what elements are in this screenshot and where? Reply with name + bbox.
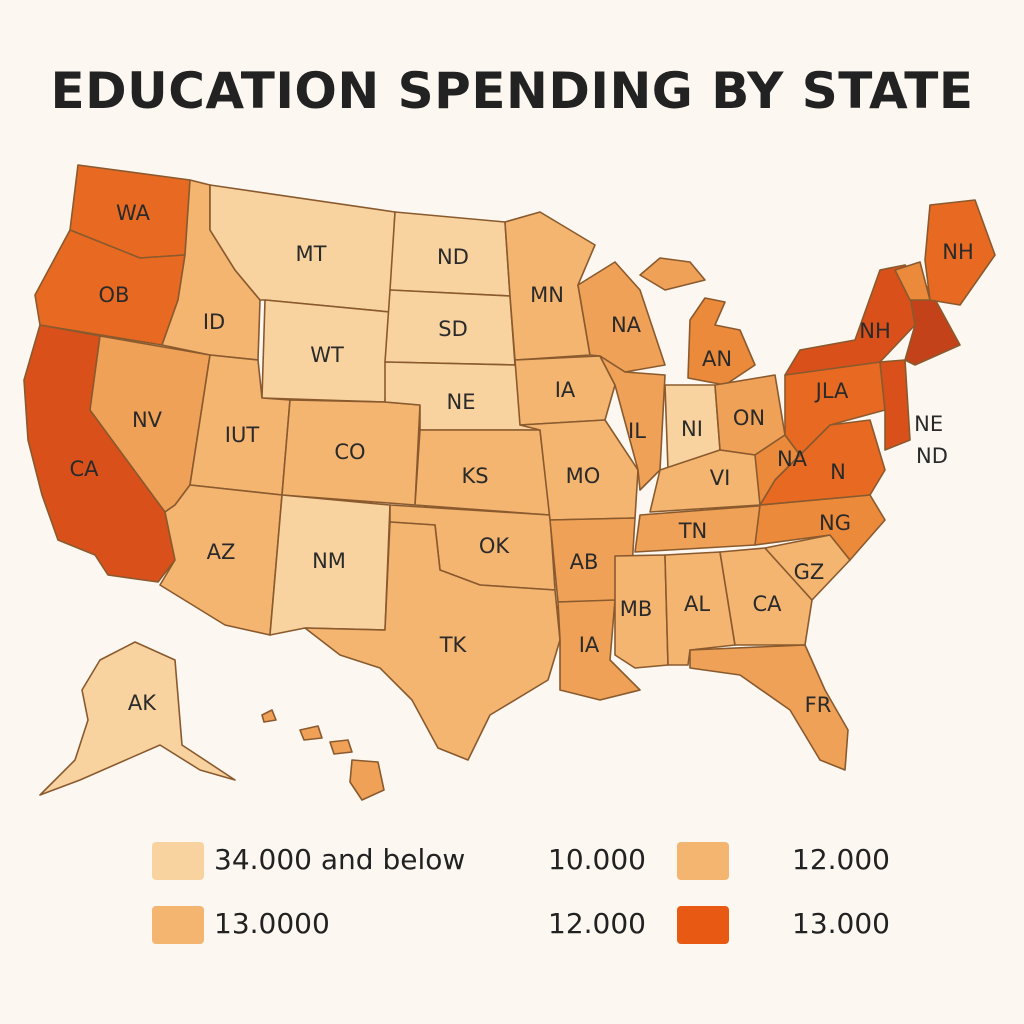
label-me: NH	[942, 240, 974, 264]
label-ut: IUT	[225, 423, 260, 447]
label-mi: AN	[702, 347, 732, 371]
state-ms[interactable]	[614, 554, 669, 669]
state-il[interactable]	[599, 355, 666, 491]
label-tn: TN	[678, 519, 708, 543]
label-pa: JLA	[814, 379, 849, 403]
label-or: OB	[99, 283, 130, 307]
label-la: IA	[579, 633, 600, 657]
state-hi-3[interactable]	[329, 739, 353, 755]
legend-label-8: 13.000	[792, 907, 890, 940]
state-wi[interactable]	[577, 261, 666, 373]
legend-label-5: 13.0000	[214, 907, 330, 940]
state-labels: WA OB CA NV ID MT WT IUT CO AZ NM ND SD …	[69, 201, 973, 717]
label-mid-atlantic: NE ND	[914, 412, 950, 468]
label-il: IL	[628, 419, 646, 443]
label-nm: NM	[312, 549, 346, 573]
label-ne: NE	[447, 390, 476, 414]
state-ga[interactable]	[719, 547, 813, 646]
label-mt: MT	[296, 242, 327, 266]
state-ny[interactable]	[784, 264, 916, 376]
label-id: ID	[203, 310, 225, 334]
state-tx[interactable]	[304, 521, 561, 761]
legend-swatch-3	[677, 842, 729, 880]
label-ok: OK	[479, 534, 511, 558]
state-co[interactable]	[281, 399, 421, 506]
state-hi-2[interactable]	[299, 725, 323, 741]
label-wv: NA	[777, 447, 808, 471]
label-va: N	[830, 460, 846, 484]
label-tx: TK	[439, 633, 468, 657]
state-hi-1[interactable]	[261, 709, 277, 723]
label-mo: MO	[566, 464, 601, 488]
label-mn: MN	[530, 283, 564, 307]
state-wv[interactable]	[754, 434, 801, 506]
state-ak[interactable]	[39, 641, 236, 796]
label-wa: WA	[116, 201, 151, 225]
state-hi-4[interactable]	[349, 759, 385, 801]
label-wy: WT	[310, 343, 344, 367]
label-nv: NV	[132, 408, 163, 432]
state-nj[interactable]	[879, 359, 911, 451]
legend-label-4: 12.000	[792, 843, 890, 876]
label-nd: ND	[437, 245, 469, 269]
label-wi: NA	[611, 313, 642, 337]
legend-label-6: 12.000	[548, 907, 646, 940]
legend-label-2: 10.000	[548, 843, 646, 876]
label-ms: MB	[620, 597, 653, 621]
label-oh: ON	[733, 406, 765, 430]
label-al: AL	[684, 592, 710, 616]
label-az: AZ	[207, 540, 236, 564]
label-sc: GZ	[794, 560, 825, 584]
label-ak: AK	[128, 691, 157, 715]
label-ga: CA	[752, 592, 782, 616]
label-ny: NH	[859, 319, 891, 343]
label-fl: FR	[805, 693, 832, 717]
label-ar: AB	[570, 550, 599, 574]
state-fl[interactable]	[689, 644, 849, 771]
label-ks: KS	[461, 464, 488, 488]
label-co: CO	[334, 440, 365, 464]
map-title: EDUCATION SPENDING BY STATE	[50, 62, 974, 120]
state-ia[interactable]	[514, 355, 616, 426]
legend-swatch-1	[152, 842, 204, 880]
label-ca: CA	[69, 457, 99, 481]
label-in: NI	[681, 417, 703, 441]
state-mi[interactable]	[687, 297, 756, 386]
legend-label-1: 34.000 and below	[214, 843, 466, 876]
label-ia: IA	[555, 378, 576, 402]
label-ky: VI	[710, 466, 731, 490]
label-nc: NG	[819, 511, 851, 535]
state-mi-up[interactable]	[639, 257, 706, 291]
state-me[interactable]	[924, 199, 996, 306]
legend-swatch-7	[677, 906, 729, 944]
legend-swatch-5	[152, 906, 204, 944]
us-choropleth-map: WA OB CA NV ID MT WT IUT CO AZ NM ND SD …	[23, 164, 996, 801]
state-la[interactable]	[557, 599, 641, 701]
label-sd: SD	[438, 317, 468, 341]
